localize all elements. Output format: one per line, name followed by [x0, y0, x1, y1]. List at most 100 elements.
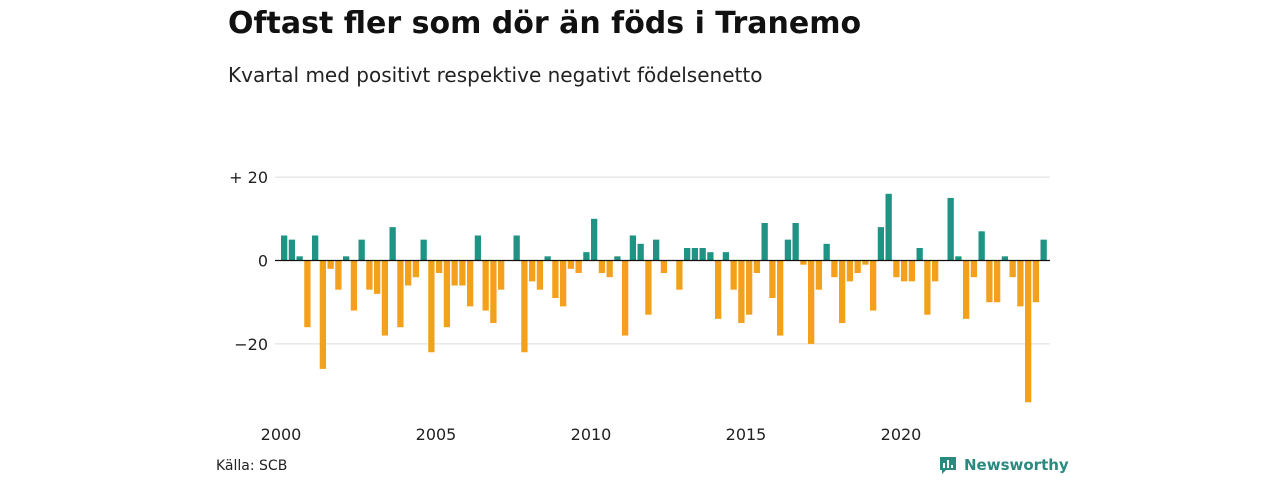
bar [567, 260, 575, 269]
bar [684, 247, 691, 261]
bar [312, 235, 319, 261]
bar [420, 239, 427, 261]
bar [870, 260, 877, 311]
bar [963, 260, 970, 319]
bar [443, 260, 451, 328]
bar [715, 260, 722, 319]
bar [459, 260, 466, 286]
bar [591, 218, 598, 261]
bar [281, 235, 288, 261]
bar [885, 193, 892, 261]
bar [536, 260, 544, 290]
bar [839, 260, 846, 324]
bar [815, 260, 823, 290]
bar [823, 243, 830, 261]
bar [699, 247, 706, 261]
bar [598, 260, 606, 274]
bar [777, 260, 784, 336]
bar [970, 260, 978, 278]
bar [862, 260, 869, 265]
bar [800, 260, 807, 265]
bar [730, 260, 737, 290]
bar [784, 239, 792, 261]
bar [412, 260, 420, 278]
bar [1025, 260, 1032, 403]
bar [854, 260, 861, 274]
bar [722, 252, 730, 261]
bar [932, 260, 939, 282]
bar [924, 260, 931, 315]
bar [978, 231, 985, 261]
bar [769, 260, 776, 299]
bar [474, 235, 482, 261]
bar [653, 239, 660, 261]
bar [660, 260, 668, 274]
bar [622, 260, 629, 336]
bar [746, 260, 753, 315]
bar [1009, 260, 1016, 278]
bar [296, 256, 303, 261]
bar [467, 260, 474, 307]
bar [521, 260, 528, 353]
bar [629, 235, 637, 261]
chart-title: Oftast fler som dör än föds i Tranemo [228, 6, 862, 41]
bar [529, 260, 536, 282]
bar [513, 235, 520, 261]
bar [335, 260, 342, 290]
bar [1032, 260, 1040, 303]
bar [288, 239, 296, 261]
y-tick-label: + 20 [229, 168, 268, 187]
bar [691, 247, 699, 261]
bar [908, 260, 916, 282]
bar [986, 260, 993, 303]
y-tick-label: −20 [234, 335, 268, 354]
bar [350, 260, 358, 311]
x-tick-label: 2000 [261, 425, 302, 444]
bar [614, 256, 621, 261]
bar [544, 256, 551, 261]
bar [1017, 260, 1024, 307]
bar [560, 260, 567, 307]
bar [319, 260, 327, 369]
bar [397, 260, 404, 328]
bar [583, 252, 590, 261]
bar [366, 260, 373, 290]
bar [343, 256, 350, 261]
bar [808, 260, 815, 344]
source-note: Källa: SCB [216, 458, 288, 474]
bar [436, 260, 443, 274]
bar [374, 260, 381, 294]
bar [389, 227, 396, 261]
x-tick-label: 2005 [416, 425, 457, 444]
bar [304, 260, 311, 328]
bar [877, 227, 885, 261]
bar [575, 260, 582, 274]
bar [428, 260, 435, 353]
newsworthy-logo-icon [940, 457, 956, 474]
bar [846, 260, 854, 282]
bar [955, 256, 962, 261]
x-tick-label: 2020 [881, 425, 922, 444]
bar [498, 260, 505, 290]
bar [676, 260, 683, 290]
y-tick-label: 0 [258, 252, 268, 271]
bar [327, 260, 334, 269]
bar [753, 260, 761, 274]
bar [552, 260, 559, 299]
bar [482, 260, 489, 311]
bar [405, 260, 412, 286]
bar [947, 197, 954, 261]
bar [707, 252, 714, 261]
x-tick-label: 2010 [571, 425, 612, 444]
bar [606, 260, 613, 278]
bar [1040, 239, 1047, 261]
bar [645, 260, 652, 315]
bar [451, 260, 458, 286]
bar [490, 260, 497, 324]
chart-subtitle: Kvartal med positivt respektive negativt… [228, 63, 763, 87]
bar [761, 222, 768, 261]
brand-logo[interactable]: Newsworthy [938, 455, 1069, 475]
bar [637, 243, 644, 261]
bar [916, 247, 923, 261]
bar [738, 260, 745, 324]
